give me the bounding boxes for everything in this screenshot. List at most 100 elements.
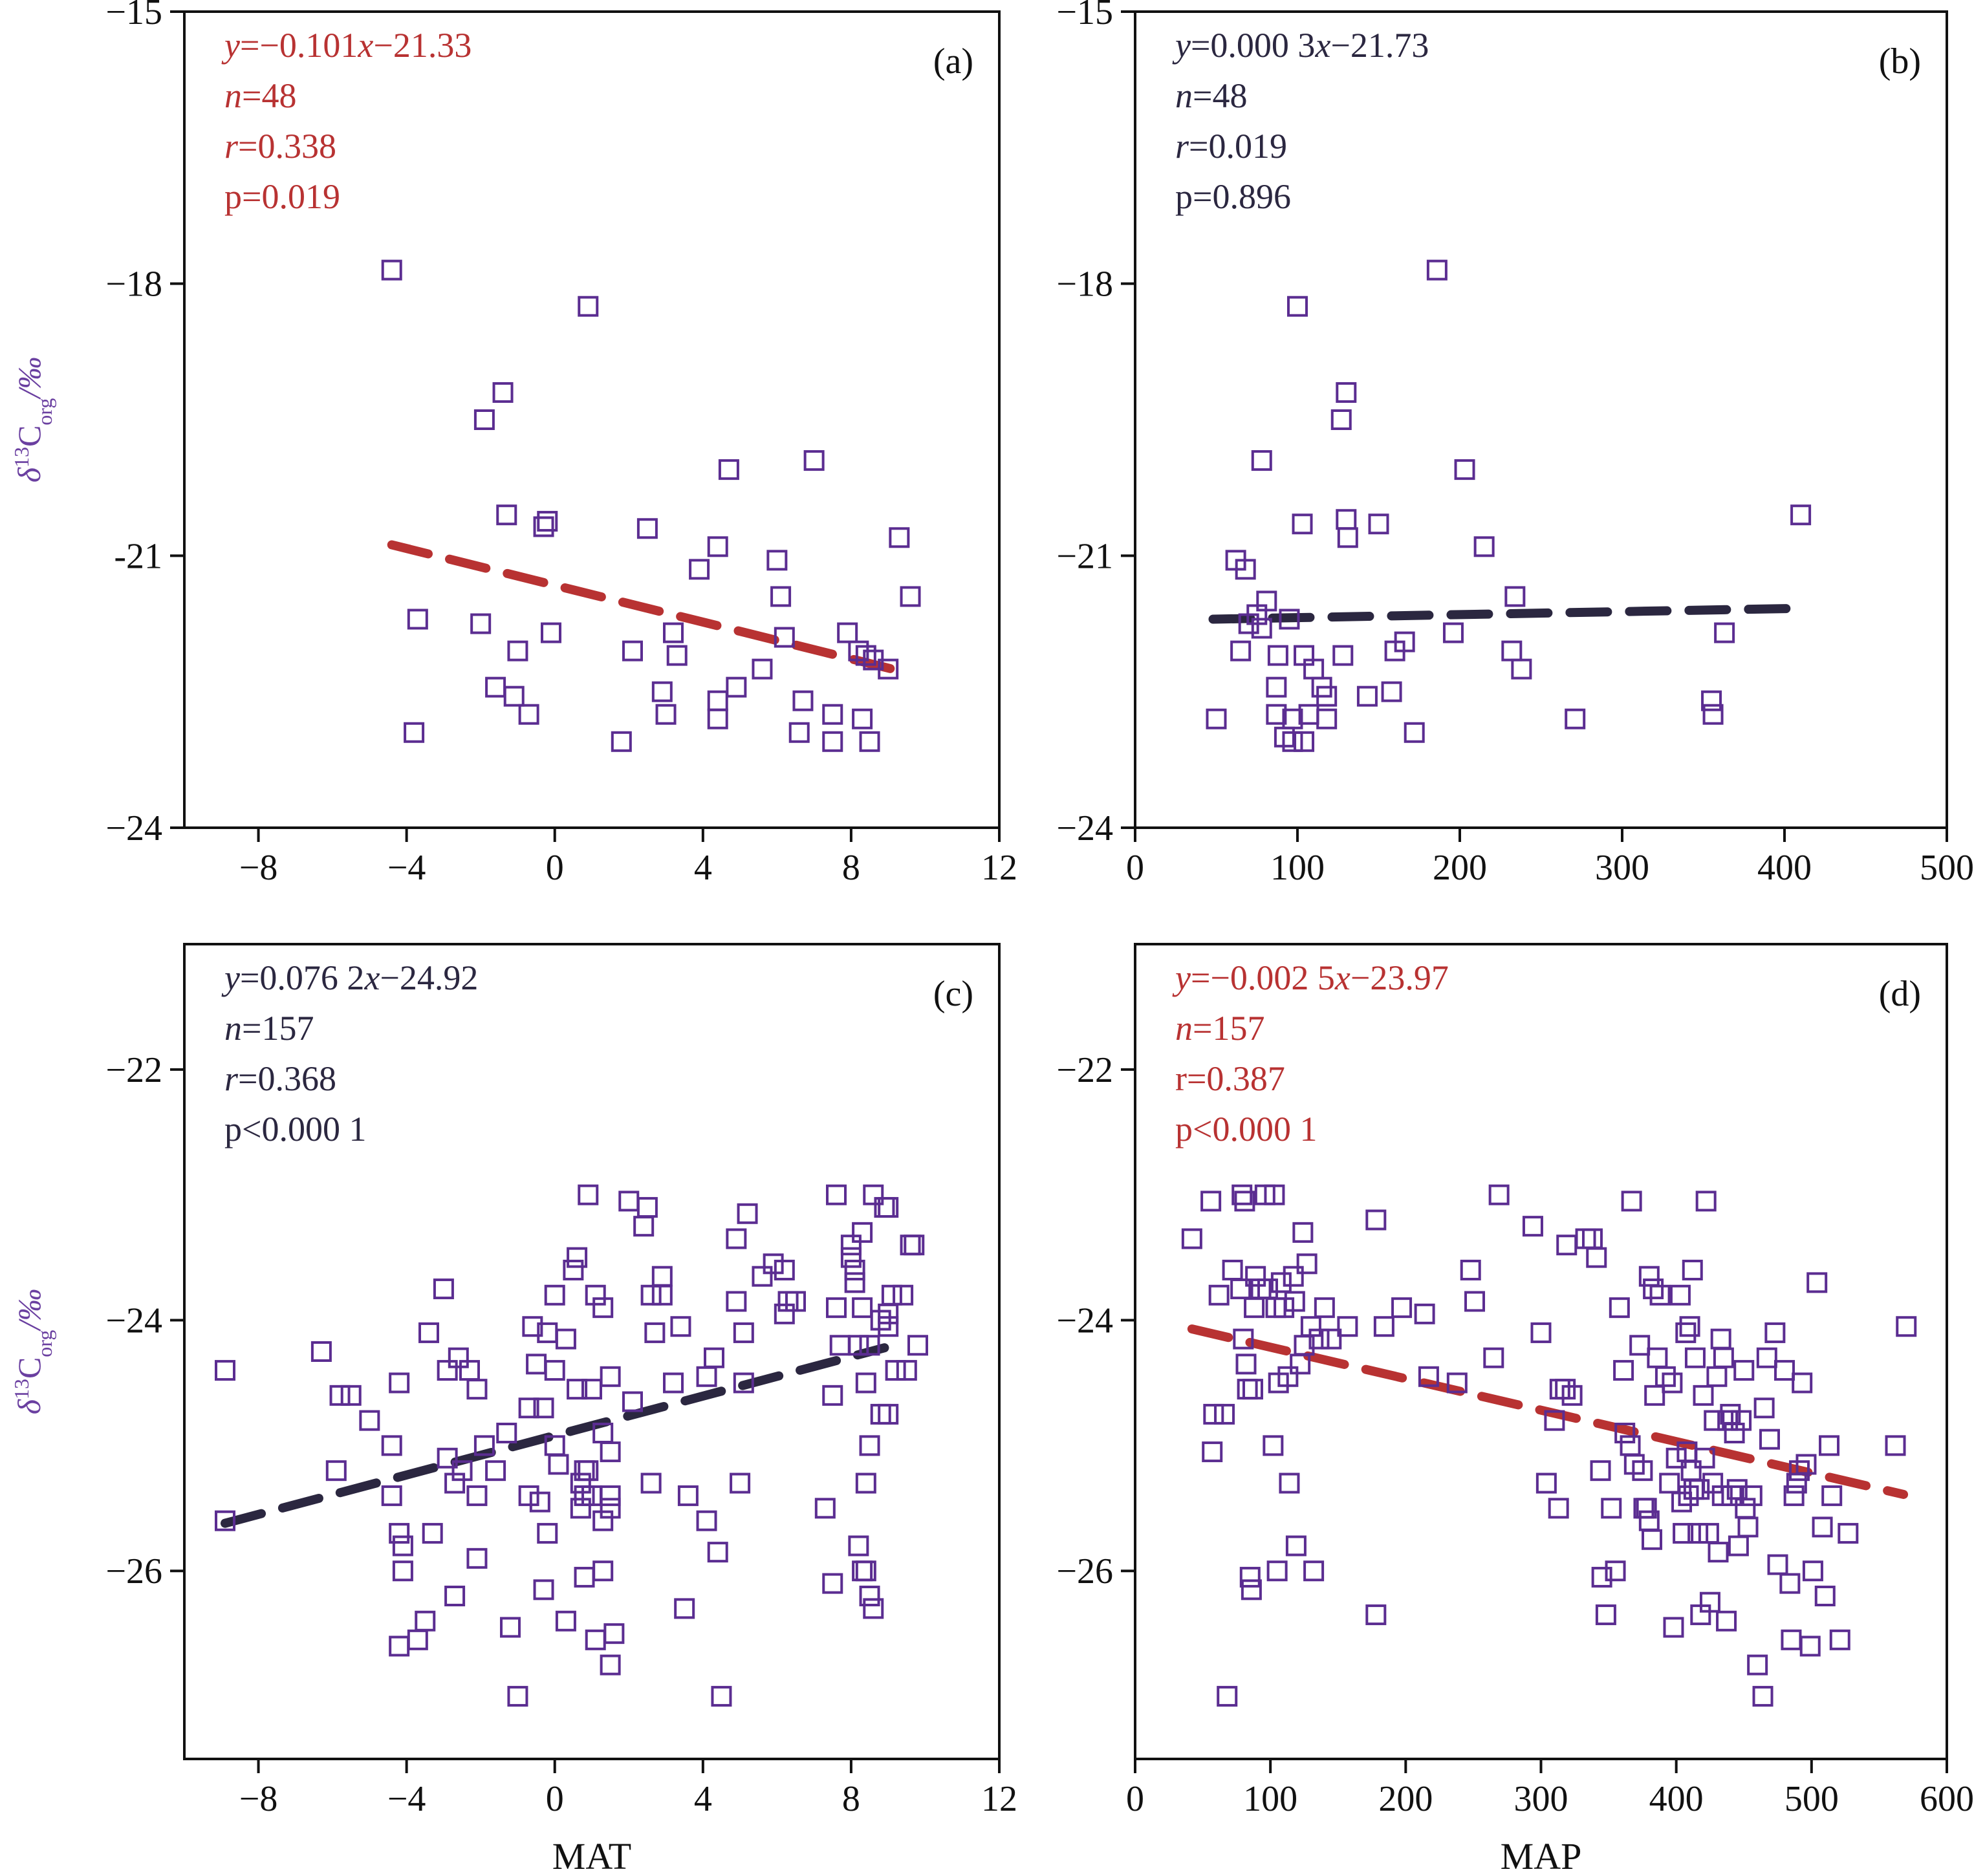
data-point	[1753, 1397, 1775, 1419]
data-point	[1208, 1284, 1230, 1306]
data-point	[1294, 731, 1315, 752]
data-point	[733, 1372, 754, 1394]
chart-panel-4: 0 100 200 300 400 500 600 −26 −24 −22 (d) y=−0.002 …	[1056, 943, 1974, 1876]
data-point	[1662, 1372, 1683, 1394]
data-point	[600, 1366, 621, 1387]
annotation-r: r=0.368	[224, 1059, 336, 1098]
data-point	[726, 1228, 747, 1249]
data-point	[1200, 1191, 1222, 1212]
x-tick-label: 300	[1514, 1779, 1568, 1819]
data-point	[1535, 1472, 1557, 1494]
data-point	[1675, 1322, 1697, 1343]
data-point	[636, 1197, 658, 1218]
data-point	[1695, 1191, 1717, 1212]
data-point	[663, 622, 684, 643]
data-point	[1714, 622, 1735, 643]
x-tick-label: 100	[1270, 848, 1325, 888]
data-point	[855, 1560, 876, 1582]
data-point	[822, 1385, 843, 1406]
x-tick-label: 200	[1378, 1779, 1433, 1819]
annotation-r: r=0.338	[224, 127, 336, 166]
data-point	[1287, 296, 1308, 317]
data-point	[437, 1447, 458, 1469]
data-point	[578, 1460, 599, 1482]
data-point	[1724, 1423, 1745, 1443]
data-point	[1555, 1379, 1576, 1400]
data-point	[1282, 731, 1303, 752]
data-point	[1530, 1322, 1552, 1343]
data-point	[1561, 1385, 1583, 1406]
data-point	[792, 690, 814, 711]
y-tick-label: −24	[105, 808, 162, 848]
data-point	[1504, 586, 1526, 607]
data-point	[1214, 1403, 1235, 1425]
data-point	[1678, 1485, 1699, 1506]
panel-label: (d)	[1879, 974, 1921, 1014]
y-axis-title: δ13Corg/‰	[10, 1289, 56, 1415]
data-point	[1391, 1297, 1413, 1319]
data-point	[889, 527, 910, 548]
data-point	[737, 1203, 758, 1224]
data-point	[1266, 704, 1287, 725]
x-tick-label: 0	[1126, 848, 1144, 888]
data-point	[1404, 722, 1425, 743]
data-point	[329, 1385, 351, 1406]
data-point	[1790, 504, 1812, 526]
data-point	[763, 1253, 784, 1275]
data-point	[1381, 681, 1402, 702]
data-point	[496, 1423, 517, 1443]
data-point	[1885, 1435, 1906, 1456]
data-point	[1263, 1435, 1284, 1456]
data-point	[404, 722, 425, 743]
data-point	[496, 504, 517, 526]
data-point	[578, 296, 599, 317]
data-point	[878, 1197, 899, 1218]
data-point	[904, 1234, 925, 1256]
data-point	[600, 1441, 621, 1463]
data-point	[1279, 609, 1300, 630]
data-point	[766, 550, 788, 571]
data-point	[518, 704, 539, 725]
data-point	[555, 1610, 576, 1632]
trend-line	[387, 540, 915, 678]
data-point	[1292, 1222, 1314, 1243]
data-point	[1332, 645, 1354, 666]
panel-label: (c)	[933, 974, 973, 1014]
data-point	[848, 1335, 869, 1356]
data-point	[503, 685, 525, 707]
x-tick-label: 12	[981, 1779, 1017, 1819]
data-point	[1274, 1297, 1295, 1319]
data-point	[859, 1335, 880, 1356]
y-tick-label: −18	[105, 264, 162, 305]
data-point	[600, 1485, 621, 1506]
data-point	[1365, 1209, 1387, 1231]
data-point	[555, 1328, 576, 1350]
annotation-r: r=0.019	[1175, 127, 1287, 166]
data-point	[567, 1247, 588, 1268]
data-point	[444, 1586, 466, 1606]
data-point	[444, 1472, 466, 1494]
data-point	[581, 1379, 602, 1400]
data-point	[1792, 1372, 1813, 1394]
data-point	[651, 681, 673, 702]
x-tick-label: 0	[1126, 1779, 1144, 1819]
data-point	[611, 731, 632, 752]
data-point	[878, 1403, 899, 1425]
data-point	[677, 1485, 699, 1506]
data-point	[1693, 1385, 1714, 1406]
data-point	[500, 1617, 521, 1638]
annotation-n: n=157	[1175, 1009, 1264, 1048]
data-point	[1819, 1435, 1840, 1456]
data-point	[529, 1491, 550, 1513]
data-point	[1679, 1316, 1700, 1337]
data-point	[578, 1184, 599, 1205]
x-tick-label: 8	[842, 1779, 860, 1819]
y-tick-label: −15	[105, 0, 162, 32]
data-point	[640, 1284, 662, 1306]
data-point	[418, 1322, 439, 1343]
data-point	[1245, 1266, 1266, 1287]
data-point	[392, 1535, 413, 1557]
data-point	[707, 1542, 728, 1563]
data-point	[1644, 1385, 1665, 1406]
